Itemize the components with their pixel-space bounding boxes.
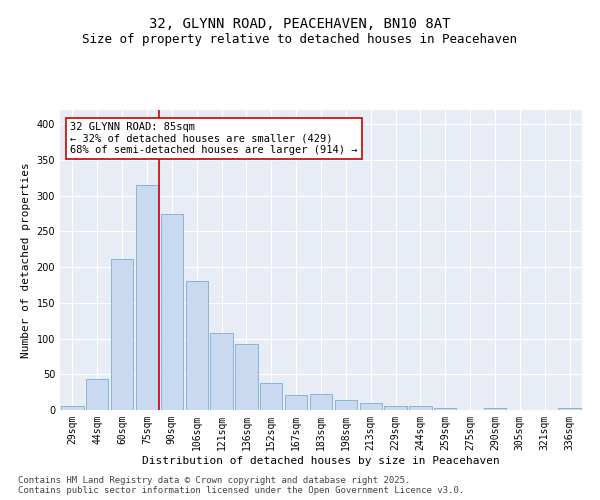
Bar — [409, 406, 431, 410]
Bar — [310, 394, 332, 410]
Bar — [136, 185, 158, 410]
Bar — [211, 333, 233, 410]
Text: Size of property relative to detached houses in Peacehaven: Size of property relative to detached ho… — [83, 32, 517, 46]
Bar — [61, 406, 83, 410]
Y-axis label: Number of detached properties: Number of detached properties — [21, 162, 31, 358]
Bar — [484, 408, 506, 410]
Bar — [285, 395, 307, 410]
Bar — [260, 383, 283, 410]
Bar — [359, 403, 382, 410]
Bar — [111, 258, 133, 410]
Text: Contains HM Land Registry data © Crown copyright and database right 2025.
Contai: Contains HM Land Registry data © Crown c… — [18, 476, 464, 495]
Bar — [434, 408, 457, 410]
Bar — [86, 378, 109, 410]
Text: 32 GLYNN ROAD: 85sqm
← 32% of detached houses are smaller (429)
68% of semi-deta: 32 GLYNN ROAD: 85sqm ← 32% of detached h… — [70, 122, 358, 155]
Bar — [385, 406, 407, 410]
Bar — [161, 214, 183, 410]
X-axis label: Distribution of detached houses by size in Peacehaven: Distribution of detached houses by size … — [142, 456, 500, 466]
Bar — [235, 344, 257, 410]
Bar — [559, 408, 581, 410]
Bar — [185, 282, 208, 410]
Text: 32, GLYNN ROAD, PEACEHAVEN, BN10 8AT: 32, GLYNN ROAD, PEACEHAVEN, BN10 8AT — [149, 18, 451, 32]
Bar — [335, 400, 357, 410]
